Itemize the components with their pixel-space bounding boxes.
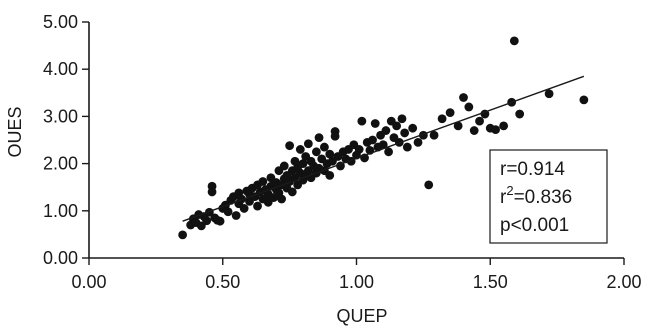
data-point bbox=[239, 204, 249, 213]
data-point bbox=[499, 121, 509, 131]
data-point bbox=[258, 177, 268, 186]
data-point bbox=[314, 133, 324, 143]
data-point bbox=[285, 141, 295, 151]
data-point bbox=[311, 147, 321, 157]
data-point bbox=[413, 137, 423, 147]
data-point bbox=[223, 207, 233, 217]
data-point bbox=[354, 145, 364, 154]
data-point bbox=[544, 89, 554, 99]
data-point bbox=[579, 95, 589, 105]
data-point bbox=[400, 128, 410, 138]
data-point bbox=[459, 93, 468, 102]
x-tick-label: 0.00 bbox=[71, 272, 106, 292]
data-point bbox=[491, 125, 500, 135]
data-point bbox=[402, 142, 412, 152]
data-point bbox=[464, 102, 474, 112]
data-point bbox=[381, 126, 391, 135]
data-point bbox=[370, 119, 380, 128]
data-point bbox=[469, 126, 479, 135]
data-point bbox=[424, 180, 434, 190]
data-point bbox=[378, 140, 388, 150]
data-point bbox=[515, 109, 525, 119]
x-tick-label: 0.50 bbox=[205, 272, 240, 292]
data-point bbox=[397, 114, 407, 124]
x-axis-title: QUEP bbox=[336, 306, 387, 326]
data-point bbox=[298, 159, 308, 169]
stats-box: r=0.914 r2=0.836 p<0.001 bbox=[489, 149, 608, 244]
r-squared-number: =0.836 bbox=[514, 187, 573, 208]
data-point bbox=[408, 123, 418, 133]
data-point bbox=[253, 201, 262, 211]
p-value: p<0.001 bbox=[500, 215, 569, 236]
y-axis-title: OUES bbox=[5, 106, 25, 157]
data-point bbox=[368, 135, 377, 145]
data-point bbox=[303, 139, 313, 149]
data-point bbox=[231, 211, 241, 220]
data-point bbox=[475, 116, 484, 126]
data-point bbox=[202, 216, 212, 226]
y-tick-label: 0.00 bbox=[43, 248, 78, 268]
data-point bbox=[279, 161, 289, 171]
data-point bbox=[320, 142, 329, 152]
data-point bbox=[325, 171, 335, 180]
data-point bbox=[384, 147, 393, 157]
data-point bbox=[429, 130, 439, 140]
y-tick-label: 4.00 bbox=[43, 59, 78, 79]
y-tick-label: 2.00 bbox=[43, 154, 78, 174]
regression-line bbox=[182, 75, 585, 222]
data-point bbox=[445, 108, 455, 118]
r-value: r=0.914 bbox=[500, 159, 565, 180]
r-squared-value: r2=0.836 bbox=[500, 183, 572, 208]
y-tick-label: 5.00 bbox=[43, 12, 78, 32]
x-tick-label: 1.50 bbox=[473, 272, 508, 292]
data-point bbox=[357, 116, 367, 126]
stats-box-border bbox=[489, 149, 608, 244]
data-point bbox=[509, 36, 519, 46]
data-point bbox=[207, 187, 217, 197]
y-tick-label: 1.00 bbox=[43, 201, 78, 221]
data-point bbox=[277, 194, 286, 204]
data-point bbox=[437, 114, 447, 124]
x-tick-label: 1.00 bbox=[339, 272, 374, 292]
y-tick-label: 3.00 bbox=[43, 106, 78, 126]
data-point bbox=[287, 187, 297, 197]
data-point bbox=[392, 121, 402, 131]
r-squared-base: r bbox=[500, 187, 507, 208]
r-squared-exponent: 2 bbox=[506, 183, 513, 198]
data-point bbox=[453, 121, 463, 131]
data-point bbox=[295, 145, 305, 154]
data-point bbox=[330, 131, 340, 141]
data-point bbox=[215, 216, 225, 226]
data-point bbox=[178, 230, 188, 240]
x-tick-label: 2.00 bbox=[606, 272, 641, 292]
data-point bbox=[325, 149, 335, 159]
